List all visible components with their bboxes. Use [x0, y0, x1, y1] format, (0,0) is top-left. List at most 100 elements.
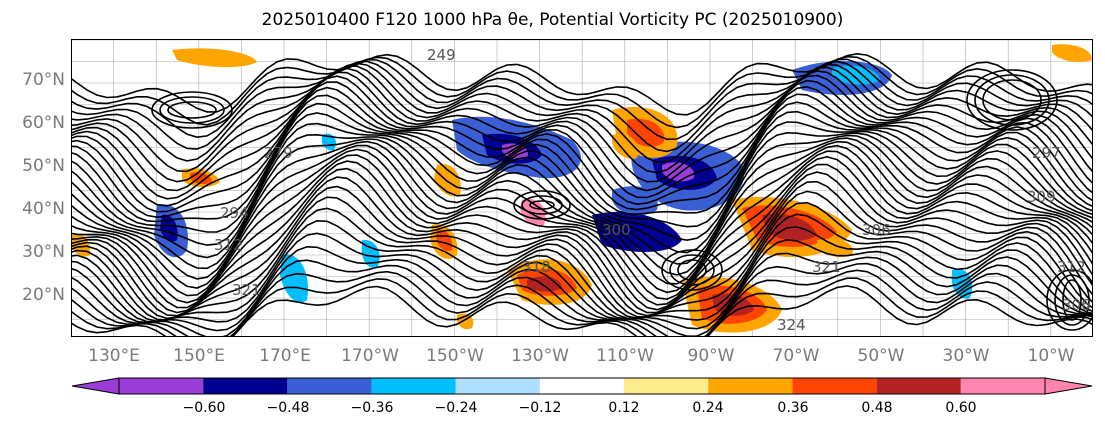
theta-e-contour-line — [72, 86, 1092, 213]
pv-positive-region — [434, 164, 461, 197]
colorbar-segment — [792, 378, 877, 394]
theta-e-contour-line — [72, 176, 1092, 317]
theta-e-contour-line — [72, 185, 1092, 320]
lon-label-130e: 130°E — [88, 346, 140, 366]
lat-label-50n: 50°N — [22, 156, 65, 176]
pv-positive-region — [1052, 44, 1092, 63]
theta-e-contour-line — [72, 196, 1092, 321]
colorbar-segment — [119, 378, 204, 394]
contour-label: 324 — [777, 316, 806, 334]
colorbar-segment — [708, 378, 793, 394]
theta-e-contour-line — [72, 52, 1092, 116]
theta-e-contour-line — [72, 65, 1092, 174]
contour-label: 312 — [214, 236, 243, 254]
colorbar-tick-label: 0.48 — [861, 400, 893, 416]
contour-label: 306 — [862, 221, 891, 239]
theta-e-contour-line — [72, 112, 1092, 242]
theta-e-contour-line — [72, 148, 1092, 301]
theta-e-closed-contour — [167, 101, 217, 119]
colorbar-tick-label: −0.36 — [350, 400, 394, 416]
theta-e-contour-line — [72, 160, 1092, 311]
lon-label-70w: 70°W — [772, 346, 820, 366]
lon-label-10w: 10°W — [1027, 346, 1075, 366]
colorbar-segment — [960, 378, 1045, 394]
theta-e-closed-contour — [159, 96, 225, 124]
theta-e-contour-line — [72, 133, 1092, 265]
colorbar-segment — [455, 378, 540, 394]
theta-e-closed-contour — [974, 74, 1050, 126]
lon-label-170w: 170°W — [341, 346, 399, 366]
contour-label: 297 — [1032, 144, 1061, 162]
contour-label: 318 — [522, 258, 551, 276]
contour-label: 312 — [1057, 258, 1086, 276]
contour-label: 249 — [427, 46, 456, 64]
colorbar-tick-label: 0.24 — [692, 400, 724, 416]
theta-e-closed-contour — [1054, 274, 1090, 326]
theta-e-contours — [72, 52, 1092, 336]
contour-labels: 249 279 294 312 321 318 300 309 297 306 321 324 312 3… — [214, 46, 1091, 334]
theta-e-contour-line — [72, 58, 1092, 141]
lat-label-20n: 20°N — [22, 285, 65, 305]
plot-title: 2025010400 F120 1000 hPa θe, Potential V… — [261, 10, 844, 30]
theta-e-closed-contour — [513, 190, 571, 220]
theta-e-closed-contour — [677, 259, 707, 281]
theta-e-contour-line — [72, 245, 1092, 336]
theta-e-contour-line — [72, 122, 1092, 254]
colorbar-extend-high — [1044, 377, 1093, 395]
theta-e-closed-contour — [1046, 269, 1092, 331]
contour-label: 309 — [1027, 188, 1056, 206]
lon-label-110w: 110°W — [596, 346, 654, 366]
theta-e-closed-contour — [966, 69, 1058, 131]
theta-e-contour-line — [72, 67, 1092, 183]
pv-positive-region — [436, 229, 453, 252]
colorbar-segment — [287, 378, 372, 394]
colorbar-segment — [876, 378, 961, 394]
theta-e-contour-line — [72, 154, 1092, 306]
theta-e-contour-line — [72, 285, 1092, 336]
theta-e-contour-line — [72, 94, 1092, 219]
colorbar-tick-label: −0.24 — [434, 400, 478, 416]
lat-label-40n: 40°N — [22, 199, 65, 219]
theta-e-closed-contour — [669, 254, 715, 286]
colorbar-segment — [371, 378, 456, 394]
pv-negative-region — [951, 269, 973, 299]
pv-positive-region — [612, 134, 639, 159]
colorbar-segment — [539, 378, 625, 394]
pv-positive-region — [172, 48, 257, 68]
theta-e-closed-contour — [1062, 279, 1082, 321]
theta-e-contour-line — [72, 219, 1092, 323]
theta-e-closed-contour — [982, 79, 1042, 121]
theta-e-contour-line — [72, 60, 1092, 153]
theta-e-closed-contour — [151, 91, 233, 129]
lat-label-30n: 30°N — [22, 242, 65, 262]
map-canvas: 249 279 294 312 321 318 300 309 297 306 321 324 312 3… — [72, 40, 1092, 336]
colorbar-tick-label: 0.12 — [608, 400, 640, 416]
contour-label: 321 — [812, 258, 841, 276]
theta-e-contour-line — [72, 140, 1092, 285]
theta-e-contour-line — [72, 81, 1092, 207]
map-panel: 249 279 294 312 321 318 300 309 297 306 321 324 312 3… — [71, 39, 1093, 337]
colorbar-tick-label: 0.60 — [945, 400, 977, 416]
colorbar-tick-label: −0.48 — [266, 400, 310, 416]
lon-label-150w: 150°W — [426, 346, 484, 366]
pv-negative-region — [361, 239, 380, 269]
colorbar-extend-low — [71, 377, 120, 395]
lon-label-30w: 30°W — [942, 346, 990, 366]
theta-e-contour-line — [72, 71, 1092, 192]
theta-e-closed-contour — [661, 249, 723, 291]
lon-label-50w: 50°W — [857, 346, 905, 366]
colorbar-tick-label: 0.36 — [777, 400, 809, 416]
contour-label: 294 — [220, 204, 249, 222]
theta-e-contour-line — [72, 232, 1092, 330]
pv-positive-region — [817, 238, 853, 258]
colorbar-segment — [624, 378, 709, 394]
theta-e-contour-line — [72, 207, 1092, 323]
colorbar-outline — [118, 377, 1046, 395]
theta-e-contour-line — [72, 55, 1092, 129]
theta-e-contour-line — [72, 259, 1092, 336]
theta-e-closed-contour — [529, 200, 555, 210]
colorbar-segment — [203, 378, 288, 394]
lon-label-150e: 150°E — [173, 346, 225, 366]
colorbar — [71, 377, 1093, 395]
lat-label-70n: 70°N — [22, 70, 65, 90]
